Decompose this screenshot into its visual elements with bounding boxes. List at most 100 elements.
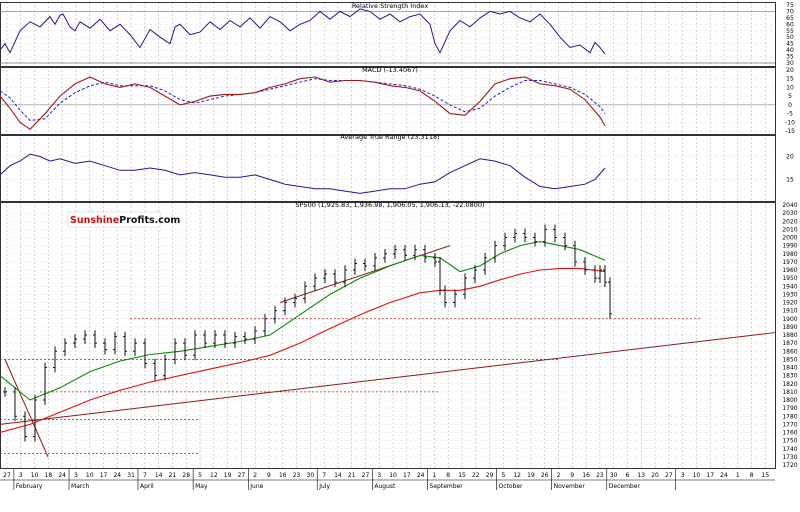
x-tick-label: 10: [86, 472, 94, 479]
x-tick-label: 27: [238, 472, 246, 479]
x-month-label: August: [374, 483, 396, 490]
y-tick-label: 1730: [782, 454, 797, 461]
x-tick-label: 1: [736, 472, 740, 479]
y-tick-label: 2000: [782, 235, 797, 242]
y-tick-label: 20: [786, 153, 794, 160]
y-tick-label: 65: [786, 15, 794, 22]
y-tick-label: 15: [786, 177, 794, 184]
sp500-title: SP500 (1,925.83, 1,936.98, 1,906.05, 1,9…: [295, 201, 484, 209]
x-tick-label: 19: [527, 472, 535, 479]
y-tick-label: 40: [786, 47, 794, 54]
y-tick-label: 1800: [782, 397, 797, 404]
trendline: [0, 332, 776, 425]
x-tick-label: 22: [472, 472, 480, 479]
macd-title: MACD (-13.4067): [362, 66, 418, 74]
y-tick-label: 1970: [782, 259, 797, 266]
sp500-panel: [0, 224, 776, 458]
y-tick-label: 75: [786, 2, 794, 9]
x-tick-label: 24: [720, 472, 728, 479]
x-tick-label: 12: [513, 472, 521, 479]
y-tick-label: 1780: [782, 413, 797, 420]
x-tick-label: 9: [570, 472, 574, 479]
y-tick-label: 1990: [782, 243, 797, 250]
y-tick-label: 1830: [782, 373, 797, 380]
rsi-title: Relative Strength Index: [352, 2, 429, 10]
x-tick-label: 17: [403, 472, 411, 479]
x-tick-label: 24: [417, 472, 425, 479]
x-tick-label: 20: [651, 472, 659, 479]
y-tick-label: 1790: [782, 405, 797, 412]
y-tick-label: 30: [786, 60, 794, 67]
y-tick-label: -5: [787, 111, 793, 118]
y-tick-label: 2030: [782, 210, 797, 217]
x-tick-label: 3: [19, 472, 23, 479]
x-month-label: September: [430, 483, 464, 490]
x-tick-label: 17: [706, 472, 714, 479]
y-tick-label: 1920: [782, 300, 797, 307]
brand-profits: Profits.com: [119, 215, 180, 226]
x-tick-label: 3: [377, 472, 381, 479]
x-tick-label: 27: [362, 472, 370, 479]
y-tick-label: 1720: [782, 462, 797, 469]
sma-red-line: [0, 267, 606, 434]
x-tick-label: 10: [693, 472, 701, 479]
x-tick-label: 13: [637, 472, 645, 479]
y-tick-label: 35: [786, 54, 794, 61]
rsi-line: [0, 8, 606, 55]
x-tick-label: 14: [155, 472, 163, 479]
x-tick-label: 2: [557, 472, 561, 479]
x-tick-label: 28: [182, 472, 190, 479]
macd-signal-line: [0, 78, 606, 122]
x-tick-label: 30: [610, 472, 618, 479]
x-tick-label: 7: [143, 472, 147, 479]
panel-frame: [0, 135, 776, 202]
grid-layer: [0, 2, 775, 468]
panel-frames: [0, 2, 776, 469]
brand-watermark: SunshineProfits.com: [67, 211, 180, 228]
axis-labels: 27 3 10 18 24 3 10 17 24 31 7 14 21 28 5 12 19 27 2 9 16 23 30…: [0, 2, 798, 490]
x-tick-label: 16: [582, 472, 590, 479]
svg-text:SunshineProfits.com: SunshineProfits.com: [70, 215, 180, 226]
x-tick-label: 6: [626, 472, 630, 479]
panel-frame: [0, 67, 776, 135]
x-tick-label: 16: [279, 472, 287, 479]
x-tick-label: 21: [169, 472, 177, 479]
x-tick-label: 15: [762, 472, 770, 479]
x-tick-label: 21: [348, 472, 356, 479]
x-tick-label: 23: [293, 472, 301, 479]
y-tick-label: 10: [786, 84, 794, 91]
brand-sunshine: Sunshine: [70, 215, 119, 226]
y-tick-label: 1750: [782, 438, 797, 445]
x-tick-label: 10: [389, 472, 397, 479]
y-tick-label: 2010: [782, 226, 797, 233]
y-tick-label: 1960: [782, 267, 797, 274]
x-month-label: March: [71, 483, 89, 490]
x-tick-label: 10: [31, 472, 39, 479]
y-tick-label: 20: [786, 67, 794, 74]
x-tick-label: 23: [596, 472, 604, 479]
x-tick-label: 29: [486, 472, 494, 479]
atr-line: [0, 153, 606, 194]
y-tick-label: 1840: [782, 365, 797, 372]
x-tick-label: 27: [665, 472, 673, 479]
panel-frame: [0, 202, 776, 469]
y-tick-label: 1890: [782, 324, 797, 331]
y-tick-label: 60: [786, 21, 794, 28]
x-tick-label: 7: [322, 472, 326, 479]
rsi-panel: [0, 8, 775, 64]
x-tick-label: 9: [267, 472, 271, 479]
y-tick-label: 1910: [782, 308, 797, 315]
x-tick-label: 30: [307, 472, 315, 479]
x-tick-label: 31: [127, 472, 135, 479]
x-tick-label: 18: [45, 472, 53, 479]
x-month-label: April: [140, 483, 154, 490]
trendline: [4, 359, 49, 458]
x-month-label: December: [609, 483, 641, 490]
y-tick-label: -15: [785, 128, 795, 135]
x-tick-label: 5: [501, 472, 505, 479]
x-tick-label: 15: [458, 472, 466, 479]
x-tick-label: 26: [541, 472, 549, 479]
macd-line: [0, 76, 606, 131]
x-tick-label: 14: [334, 472, 342, 479]
